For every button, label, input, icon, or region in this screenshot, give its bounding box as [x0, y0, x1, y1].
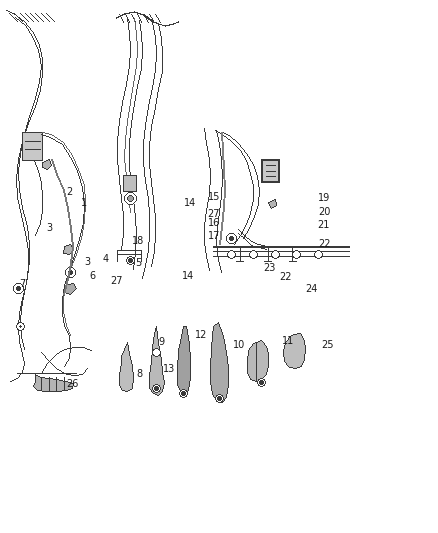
Text: 3: 3	[46, 223, 52, 233]
Text: 10: 10	[233, 341, 245, 350]
Text: 9: 9	[158, 337, 164, 347]
Text: 19: 19	[318, 193, 330, 203]
Text: 2: 2	[66, 187, 72, 197]
Text: 26: 26	[66, 379, 78, 389]
Text: 15: 15	[208, 192, 220, 202]
Text: 27: 27	[110, 277, 122, 286]
Text: 13: 13	[162, 364, 175, 374]
Text: 14: 14	[184, 198, 197, 207]
Text: 18: 18	[132, 236, 144, 246]
Text: 12: 12	[195, 330, 208, 340]
Text: 23: 23	[263, 263, 276, 272]
Text: 22: 22	[318, 239, 330, 249]
Text: 20: 20	[318, 207, 330, 217]
Text: 1: 1	[81, 198, 87, 207]
Text: 3: 3	[85, 257, 91, 267]
Text: 7: 7	[20, 279, 26, 288]
Text: 11: 11	[282, 336, 294, 346]
Text: 25: 25	[321, 341, 334, 350]
Text: 22: 22	[279, 272, 292, 282]
Text: 24: 24	[305, 284, 317, 294]
Text: 17: 17	[208, 231, 220, 240]
Text: 16: 16	[208, 218, 220, 228]
Text: 21: 21	[317, 220, 329, 230]
Text: 8: 8	[136, 369, 142, 379]
Text: 6: 6	[90, 271, 96, 281]
Text: 14: 14	[182, 271, 194, 281]
Text: 4: 4	[103, 254, 109, 263]
Text: 5: 5	[135, 258, 141, 268]
Text: 27: 27	[208, 209, 220, 219]
